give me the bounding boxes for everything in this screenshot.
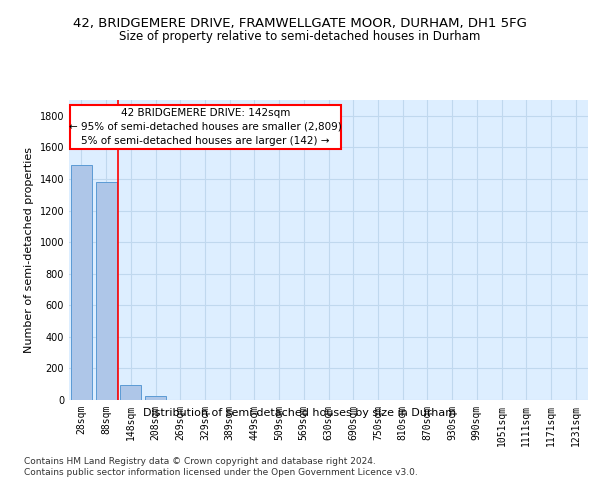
Text: 42, BRIDGEMERE DRIVE, FRAMWELLGATE MOOR, DURHAM, DH1 5FG: 42, BRIDGEMERE DRIVE, FRAMWELLGATE MOOR,… <box>73 18 527 30</box>
Text: Distribution of semi-detached houses by size in Durham: Distribution of semi-detached houses by … <box>143 408 457 418</box>
Y-axis label: Number of semi-detached properties: Number of semi-detached properties <box>24 147 34 353</box>
Text: Contains HM Land Registry data © Crown copyright and database right 2024.
Contai: Contains HM Land Registry data © Crown c… <box>24 458 418 477</box>
Bar <box>120 385 141 400</box>
Bar <box>95 182 116 400</box>
Text: Size of property relative to semi-detached houses in Durham: Size of property relative to semi-detach… <box>119 30 481 43</box>
FancyBboxPatch shape <box>70 104 341 149</box>
Bar <box>71 164 92 400</box>
Text: 42 BRIDGEMERE DRIVE: 142sqm
← 95% of semi-detached houses are smaller (2,809)
5%: 42 BRIDGEMERE DRIVE: 142sqm ← 95% of sem… <box>69 108 342 146</box>
Bar <box>145 396 166 400</box>
